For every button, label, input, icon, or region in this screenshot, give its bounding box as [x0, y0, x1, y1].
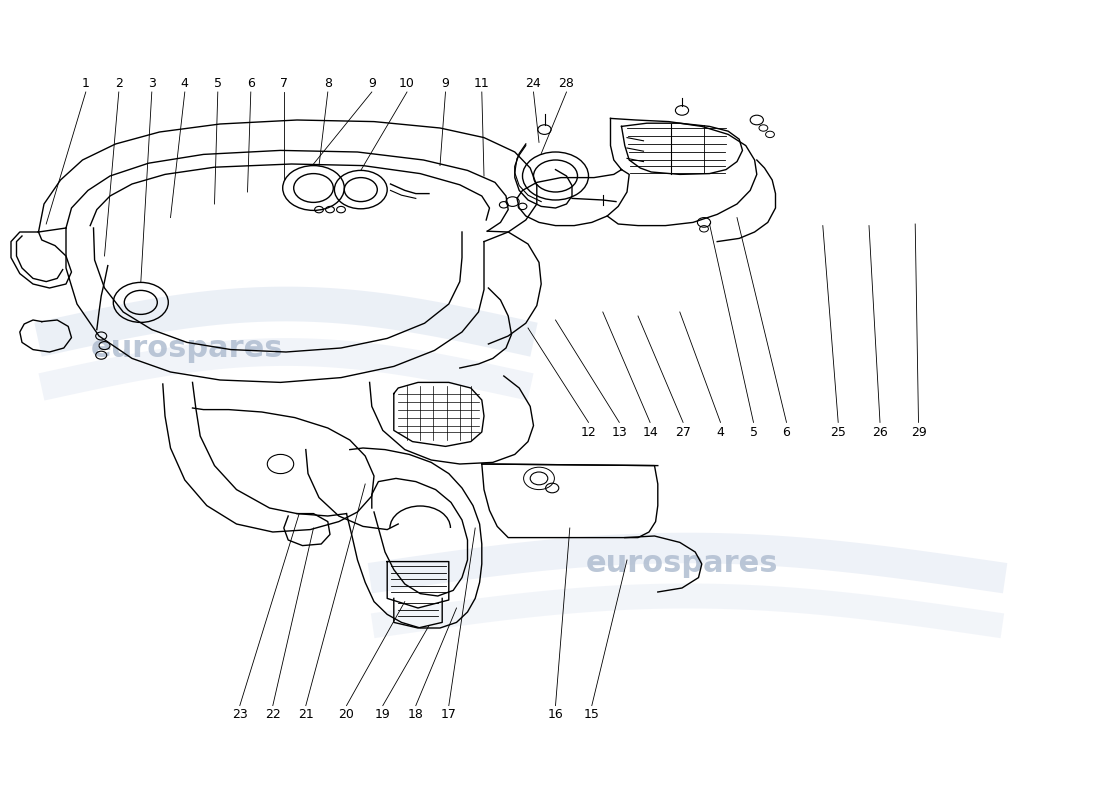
Text: 19: 19	[375, 708, 390, 721]
Text: 24: 24	[526, 77, 541, 90]
Text: 14: 14	[642, 426, 658, 438]
Text: 4: 4	[716, 426, 725, 438]
Text: 16: 16	[548, 708, 563, 721]
Text: 20: 20	[339, 708, 354, 721]
Text: 11: 11	[474, 77, 490, 90]
Text: 15: 15	[584, 708, 600, 721]
Text: 28: 28	[559, 77, 574, 90]
Text: 5: 5	[213, 77, 222, 90]
Text: 22: 22	[265, 708, 280, 721]
Text: 2: 2	[114, 77, 123, 90]
Text: 18: 18	[408, 708, 424, 721]
Text: 25: 25	[830, 426, 846, 438]
Text: 1: 1	[81, 77, 90, 90]
Text: 12: 12	[581, 426, 596, 438]
Text: 6: 6	[246, 77, 255, 90]
Text: eurospares: eurospares	[585, 550, 779, 578]
Text: 4: 4	[180, 77, 189, 90]
Text: 27: 27	[675, 426, 691, 438]
Text: 9: 9	[367, 77, 376, 90]
Text: 9: 9	[441, 77, 450, 90]
Text: 7: 7	[279, 77, 288, 90]
Text: 26: 26	[872, 426, 888, 438]
Text: 23: 23	[232, 708, 248, 721]
Text: 21: 21	[298, 708, 314, 721]
Text: 29: 29	[911, 426, 926, 438]
Text: 13: 13	[612, 426, 627, 438]
Text: 17: 17	[441, 708, 456, 721]
Text: 3: 3	[147, 77, 156, 90]
Text: eurospares: eurospares	[90, 334, 284, 362]
Text: 10: 10	[399, 77, 415, 90]
Text: 5: 5	[749, 426, 758, 438]
Text: 8: 8	[323, 77, 332, 90]
Text: 6: 6	[782, 426, 791, 438]
